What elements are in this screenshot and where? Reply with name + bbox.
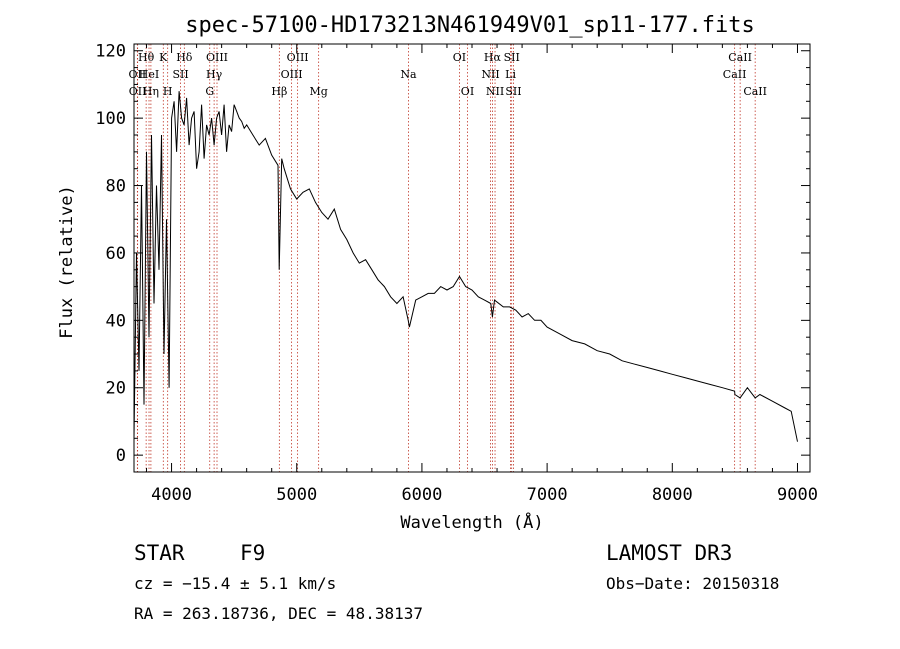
y-tick-label: 40 xyxy=(106,311,126,331)
spectral-line-label: OI xyxy=(461,85,474,98)
x-axis-ticks: 4000 5000 6000 7000 8000 9000 xyxy=(146,44,818,505)
spectral-line-label: OI xyxy=(453,51,466,64)
y-tick-label: 120 xyxy=(95,42,126,62)
spectral-line-label: HeI xyxy=(139,68,159,81)
spectral-line-label: H xyxy=(163,85,173,98)
survey-name: LAMOST DR3 xyxy=(606,541,732,565)
spectral-line-label: Mg xyxy=(309,85,327,98)
coordinates: RA = 263.18736, DEC = 48.38137 xyxy=(134,604,423,623)
chart-title: spec-57100-HD173213N461949V01_sp11-177.f… xyxy=(185,13,755,38)
spectral-line-label: Hθ xyxy=(138,51,155,64)
spectral-line-label: CaII xyxy=(723,68,747,81)
y-tick-label: 60 xyxy=(106,244,126,264)
x-axis-label: Wavelength (Å) xyxy=(400,511,543,533)
spectral-line-label: Hγ xyxy=(206,68,223,81)
x-tick-label: 8000 xyxy=(652,485,693,505)
spectral-line-label: SII xyxy=(504,51,520,64)
spectral-line-label: Hα xyxy=(484,51,502,64)
spectral-line-label: NII xyxy=(486,85,504,98)
y-tick-label: 100 xyxy=(95,109,126,129)
spectral-line-label: G xyxy=(205,85,214,98)
spectral-line-label: Li xyxy=(505,68,516,81)
spectral-line-label: Hη xyxy=(143,85,159,98)
spectral-line-label: OIII xyxy=(281,68,303,81)
redshift-text: cz = −15.4 ± 5.1 km/s xyxy=(134,574,336,593)
x-tick-label: 9000 xyxy=(777,485,818,505)
x-tick-label: 6000 xyxy=(401,485,442,505)
subclass: F9 xyxy=(240,541,265,565)
spectral-line-label: SII xyxy=(172,68,188,81)
y-tick-label: 20 xyxy=(106,379,126,399)
y-tick-label: 80 xyxy=(106,177,126,197)
spectral-line-label: OIII xyxy=(287,51,309,64)
x-tick-label: 5000 xyxy=(276,485,317,505)
spectral-line-label: CaII xyxy=(743,85,767,98)
spectral-line-label: Na xyxy=(400,68,417,81)
spectral-line-label: Hβ xyxy=(271,85,287,98)
spectral-line-label: SII xyxy=(505,85,521,98)
spectral-line-label: NII xyxy=(481,68,499,81)
spectral-line-label: Hδ xyxy=(176,51,193,64)
spectral-line-label: OII xyxy=(129,85,147,98)
spectral-line-label: CaII xyxy=(728,51,752,64)
spectral-line-markers xyxy=(136,44,756,472)
spectral-line-label: OII xyxy=(129,68,147,81)
object-type: STAR xyxy=(134,541,185,565)
x-tick-label: 4000 xyxy=(151,485,192,505)
spectrum-line xyxy=(133,91,798,442)
obs-date: Obs−Date: 20150318 xyxy=(606,574,779,593)
x-tick-label: 7000 xyxy=(527,485,568,505)
spectral-line-label: K xyxy=(159,51,168,64)
y-axis-label: Flux (relative) xyxy=(57,185,77,339)
spectral-line-label: OIII xyxy=(206,51,228,64)
y-axis-ticks: 0 20 40 60 80 100 120 xyxy=(95,42,810,466)
y-tick-label: 0 xyxy=(116,446,126,466)
